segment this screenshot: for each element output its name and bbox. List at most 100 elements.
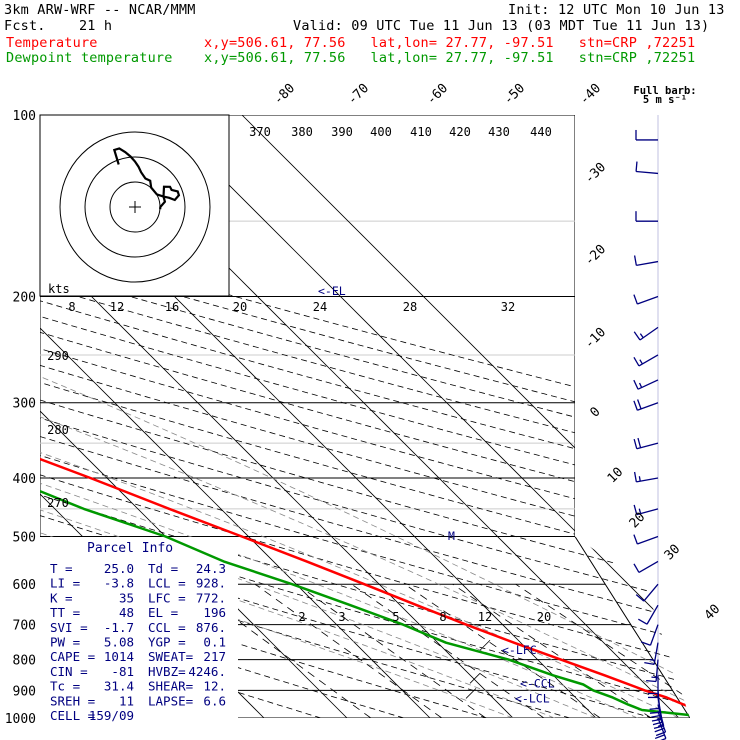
- barb-flag: [633, 534, 638, 545]
- theta-label-380: 380: [291, 125, 313, 139]
- wind-barbs: [633, 115, 667, 740]
- full-barb-title: Full barb:: [633, 85, 696, 97]
- theta-label-370: 370: [249, 125, 271, 139]
- parcel-key: Td =: [148, 561, 178, 576]
- pressure-label-100: 100: [13, 109, 36, 124]
- parcel-key: CAPE =: [50, 649, 95, 664]
- barb-shaft: [637, 295, 659, 305]
- wind-barb: [633, 504, 659, 516]
- parcel-value: 772.: [196, 590, 226, 605]
- dewpoint-info: x,y=506.61, 77.56 lat,lon= 27.77, -97.51…: [204, 50, 696, 66]
- mixing-ratio-label-3: 3: [338, 610, 345, 624]
- isotherm-label: 10: [605, 465, 627, 487]
- parcel-value: 217: [203, 649, 226, 664]
- dry-adiabat: [40, 115, 488, 718]
- wind-barb: [635, 583, 659, 602]
- hodograph: kts: [39, 114, 230, 297]
- parcel-key: SWEAT=: [148, 649, 193, 664]
- isotherm-label: 30: [662, 542, 684, 564]
- parcel-key: SVI =: [50, 620, 88, 635]
- barb-flag: [633, 379, 639, 390]
- pressure-label-700: 700: [13, 619, 36, 634]
- series-temperature: [40, 115, 690, 718]
- dry-adiabat: [40, 115, 690, 718]
- wind-barb: [633, 399, 659, 411]
- pressure-label-900: 900: [13, 684, 36, 699]
- isotherm-label: -60: [424, 81, 451, 108]
- parcel-key: YGP =: [148, 635, 186, 650]
- barb-flag: [633, 331, 641, 341]
- barb-shaft: [638, 560, 659, 574]
- hodograph-ring: [59, 131, 211, 283]
- parcel-box-bg: [40, 537, 238, 718]
- pressure-label-1000: 1000: [5, 712, 36, 727]
- wind-barb: [633, 471, 659, 483]
- barb-shaft: [637, 402, 659, 411]
- hodograph-ring: [84, 156, 186, 258]
- forecast-hour: Fcst. 21 h: [4, 18, 113, 34]
- barb-flag: [633, 400, 638, 411]
- isotherm-label: -10: [582, 325, 609, 352]
- mixing-ratio-label-12: 12: [478, 610, 492, 624]
- parcel-value: 48: [119, 605, 134, 620]
- dry-adiabat: [40, 115, 690, 718]
- wind-barb: [633, 326, 659, 341]
- theta-label-440: 440: [530, 125, 552, 139]
- isotherm: [40, 115, 348, 718]
- hodograph-units: kts: [48, 282, 70, 296]
- barb-flag: [654, 727, 665, 733]
- barb-half-flag: [639, 359, 643, 365]
- wind-barb: [644, 642, 659, 665]
- parcel-value: 4246.: [188, 664, 226, 679]
- barb-half-flag: [639, 333, 644, 339]
- barb-half-flag: [657, 723, 664, 727]
- moist-adiabat: [40, 296, 638, 718]
- barb-shaft: [639, 326, 659, 341]
- barb-shaft: [646, 604, 659, 625]
- level-tick: [469, 673, 481, 684]
- barb-flag: [635, 161, 638, 172]
- hodo-speed-label-20: 20: [233, 300, 247, 314]
- mixing-ratio-label-20: 20: [537, 610, 551, 624]
- barb-flag: [637, 437, 642, 448]
- dry-adiabat: [40, 115, 690, 718]
- isotherm-label: -50: [501, 81, 528, 108]
- parcel-key: HVBZ=: [148, 664, 186, 679]
- wind-barb: [633, 534, 659, 545]
- parcel-value: 35: [119, 590, 134, 605]
- barb-flag: [646, 679, 657, 683]
- barb-flag: [633, 563, 640, 573]
- parcel-key: K =: [50, 590, 73, 605]
- parcel-key: LI =: [50, 576, 80, 591]
- parcel-key: CELL =: [50, 708, 95, 723]
- barb-flag: [653, 725, 664, 730]
- parcel-key: T =: [50, 561, 73, 576]
- parcel-key: LCL =: [148, 576, 186, 591]
- hodo-speed-label-24: 24: [313, 300, 327, 314]
- wind-barb: [633, 294, 659, 305]
- parcel-value: -81: [111, 664, 134, 679]
- mixing-ratio-line: [452, 583, 652, 718]
- barb-flag: [654, 734, 665, 740]
- pressure-label-600: 600: [13, 578, 36, 593]
- moist-adiabat: [40, 296, 690, 718]
- wind-barb: [633, 354, 659, 367]
- mixing-ratio-line: [254, 583, 443, 718]
- dewpoint-label: Dewpoint temperature: [6, 50, 173, 66]
- parcel-key: SHEAR=: [148, 679, 193, 694]
- isotherm-label: -30: [582, 160, 609, 187]
- barb-flag: [633, 471, 637, 482]
- full-barb-units: 5 m s⁻¹: [643, 94, 687, 106]
- isotherm: [40, 115, 431, 718]
- barb-half-flag: [656, 717, 662, 721]
- dry-adiabat: [40, 115, 690, 718]
- barb-shaft: [638, 354, 659, 367]
- barb-flag: [640, 641, 651, 646]
- sounding-traces: [40, 115, 690, 718]
- hodograph-trace: [112, 147, 181, 210]
- parcel-value: 928.: [196, 576, 226, 591]
- pressure-label-200: 200: [13, 291, 36, 306]
- isotherm-label: -80: [271, 81, 298, 108]
- barb-flag: [637, 399, 642, 410]
